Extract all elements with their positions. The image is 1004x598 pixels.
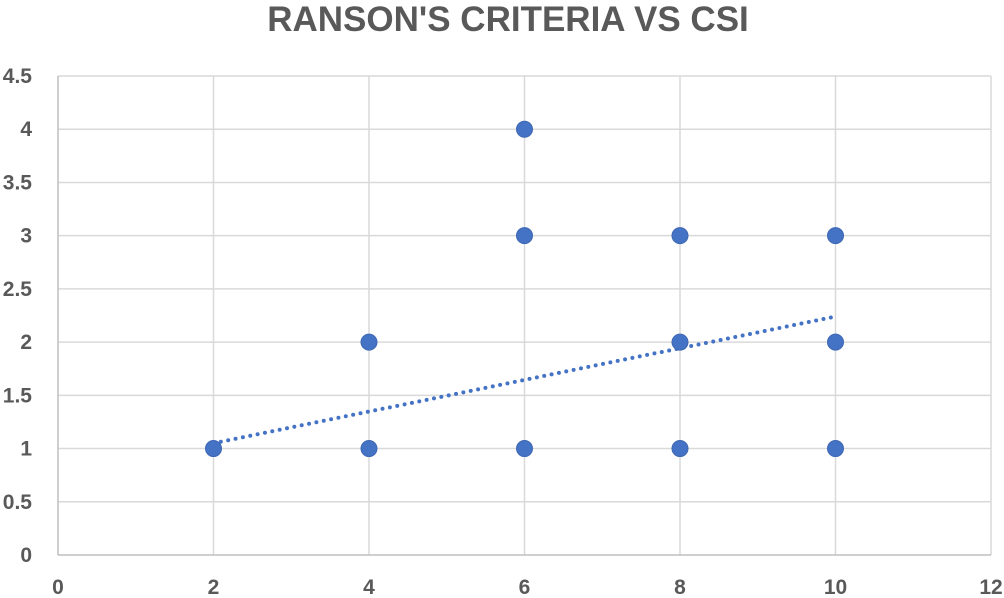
- axes: [57, 76, 991, 556]
- data-point: [205, 440, 222, 458]
- x-tick-label: 12: [979, 576, 1002, 598]
- chart-title: RANSON'S CRITERIA VS CSI: [267, 0, 749, 39]
- data-point: [360, 440, 378, 458]
- y-tick-label: 2: [20, 331, 32, 354]
- data-point: [827, 333, 844, 351]
- grid-lines: [58, 75, 992, 555]
- y-tick-label: 1: [20, 438, 32, 461]
- y-tick-label: 1.5: [3, 384, 33, 407]
- y-tick-label: 3.5: [3, 171, 33, 194]
- tick-labels: 0 0.5 1 1.5 2 2.5 3 3.5 4 4.5 0 2 4 6 8 10 12: [3, 65, 1003, 598]
- data-point: [516, 227, 533, 245]
- x-tick-label: 2: [208, 576, 220, 598]
- data-point: [516, 440, 533, 458]
- data-points: [205, 120, 844, 458]
- x-tick-label: 8: [674, 576, 686, 598]
- data-point: [516, 120, 533, 138]
- y-tick-label: 4: [20, 118, 32, 141]
- data-point: [671, 440, 689, 458]
- data-point: [360, 333, 378, 351]
- x-tick-label: 10: [824, 576, 847, 598]
- x-tick-label: 4: [363, 576, 375, 598]
- y-tick-label: 3: [20, 225, 32, 248]
- data-point: [827, 227, 844, 245]
- x-tick-label: 0: [52, 576, 64, 598]
- trendline-layer: [211, 314, 838, 446]
- y-tick-label: 0: [20, 544, 32, 567]
- y-tick-label: 4.5: [3, 65, 33, 88]
- data-point: [827, 440, 844, 458]
- y-tick-label: 0.5: [3, 491, 33, 514]
- data-point: [671, 227, 689, 245]
- x-tick-label: 6: [519, 576, 531, 598]
- data-point: [671, 333, 689, 351]
- trendline: [211, 314, 838, 446]
- y-tick-label: 2.5: [3, 278, 33, 301]
